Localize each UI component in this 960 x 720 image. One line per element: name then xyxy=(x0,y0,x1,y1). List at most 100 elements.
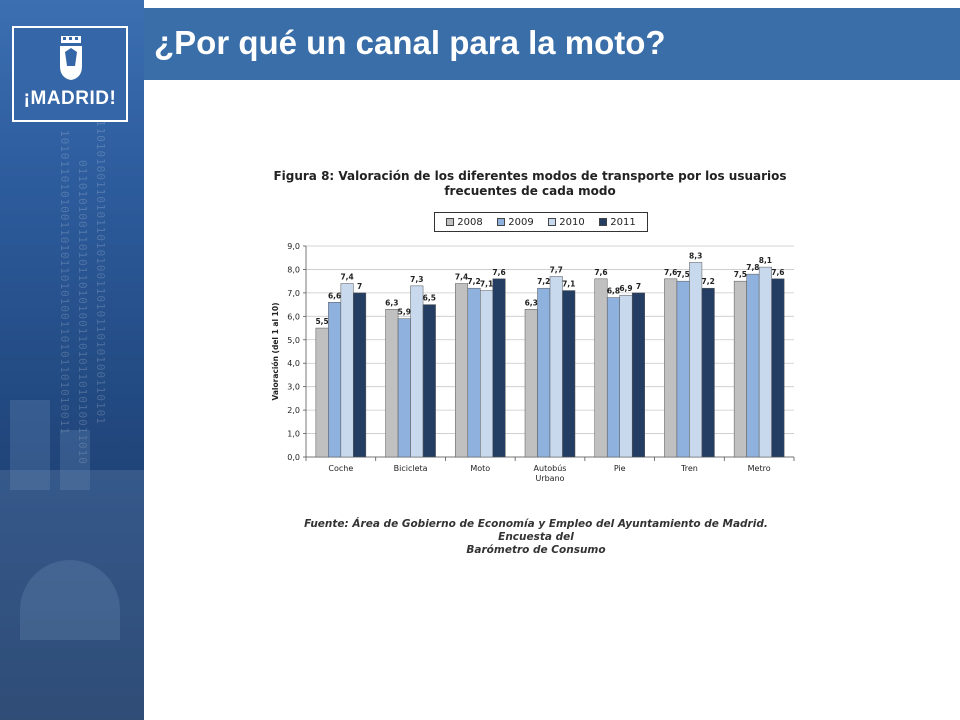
y-tick-label: 1,0 xyxy=(287,430,300,439)
y-tick-label: 3,0 xyxy=(287,383,300,392)
sidebar-decoration: 1010110101001101011010100110101101010011… xyxy=(0,0,144,720)
y-tick-label: 8,0 xyxy=(287,265,300,274)
data-label: 7,4 xyxy=(340,273,353,282)
title-bar: ¿Por qué un canal para la moto? xyxy=(144,8,960,80)
legend-item: 2011 xyxy=(599,216,636,228)
bar-2010 xyxy=(480,290,494,458)
binary-pattern: 0110101001101011010100110101101010011010 xyxy=(76,160,89,465)
y-tick-label: 4,0 xyxy=(287,359,300,368)
data-label: 7,2 xyxy=(537,277,550,286)
binary-pattern: 1010110101001101011010100110101101010011 xyxy=(58,130,71,435)
data-label: 7,2 xyxy=(467,277,480,286)
slide-title: ¿Por qué un canal para la moto? xyxy=(154,24,666,61)
x-tick-label: Autobús xyxy=(534,464,567,473)
data-label: 7,5 xyxy=(734,270,747,279)
legend-label: 2008 xyxy=(457,216,483,228)
bar-2008 xyxy=(664,278,678,458)
bar-2009 xyxy=(397,318,411,458)
logo-text: ¡MADRID! xyxy=(23,88,117,109)
legend-label: 2010 xyxy=(559,216,585,228)
source-line2: Barómetro de Consumo xyxy=(466,544,606,556)
legend-swatch xyxy=(599,218,608,226)
bar-2011 xyxy=(631,292,645,458)
y-tick-label: 5,0 xyxy=(287,336,300,345)
data-label: 8,1 xyxy=(759,256,772,265)
data-label: 7,5 xyxy=(677,270,690,279)
building-silhouette xyxy=(0,470,144,720)
x-tick-label: Bicicleta xyxy=(394,464,428,473)
binary-pattern: 1101010011010110101001101011010100110101 xyxy=(94,120,107,425)
bar-2010 xyxy=(619,294,633,458)
madrid-logo: ¡MADRID! xyxy=(12,26,128,122)
figure-source: Fuente: Área de Gobierno de Economía y E… xyxy=(276,518,796,557)
legend-item: 2008 xyxy=(446,216,483,228)
data-label: 8,3 xyxy=(689,251,702,260)
bar-2008 xyxy=(524,309,538,458)
bar-2011 xyxy=(492,278,506,458)
data-label: 7,3 xyxy=(410,275,423,284)
legend-item: 2010 xyxy=(548,216,585,228)
data-label: 7,7 xyxy=(550,265,563,274)
bar-2011 xyxy=(422,304,436,458)
bar-2008 xyxy=(315,327,329,458)
y-axis-label: Valoración (del 1 al 10) xyxy=(271,302,280,400)
bar-2008 xyxy=(455,283,469,458)
data-label: 7,8 xyxy=(746,263,759,272)
building-arch xyxy=(20,560,120,640)
bar-2010 xyxy=(410,285,424,458)
source-line1: Fuente: Área de Gobierno de Economía y E… xyxy=(304,518,768,543)
bar-2011 xyxy=(353,292,367,458)
data-label: 6,3 xyxy=(525,298,538,307)
bar-2009 xyxy=(467,287,481,458)
data-label: 6,3 xyxy=(385,298,398,307)
bar-2008 xyxy=(733,280,747,458)
bar-2010 xyxy=(340,283,354,458)
data-label: 7,1 xyxy=(480,280,493,289)
x-tick-label: Moto xyxy=(470,464,490,473)
x-tick-label: Urbano xyxy=(535,474,564,483)
x-tick-label: Metro xyxy=(748,464,771,473)
bar-2011 xyxy=(701,287,715,458)
chart-legend: 2008 2009 2010 2011 xyxy=(434,212,648,232)
data-label: 7 xyxy=(357,282,362,291)
x-tick-label: Tren xyxy=(680,464,698,473)
bar-2010 xyxy=(758,266,772,458)
bar-2009 xyxy=(537,287,551,458)
data-label: 7,6 xyxy=(771,268,784,277)
bar-2008 xyxy=(594,278,608,458)
data-label: 6,5 xyxy=(423,294,436,303)
bar-2010 xyxy=(549,276,563,458)
data-label: 7,6 xyxy=(594,268,607,277)
data-label: 7,6 xyxy=(492,268,505,277)
bar-2010 xyxy=(689,262,703,458)
x-tick-label: Coche xyxy=(328,464,353,473)
y-tick-label: 0,0 xyxy=(287,453,300,462)
y-tick-label: 2,0 xyxy=(287,406,300,415)
figure-title-line2: frecuentes de cada modo xyxy=(444,184,616,198)
data-label: 5,9 xyxy=(398,308,411,317)
crest-icon xyxy=(60,36,82,80)
y-tick-label: 6,0 xyxy=(287,312,300,321)
x-tick-label: Pie xyxy=(614,464,626,473)
bar-2011 xyxy=(562,290,576,458)
data-label: 6,8 xyxy=(607,287,620,296)
figure-title: Figura 8: Valoración de los diferentes m… xyxy=(270,169,790,199)
data-label: 7,6 xyxy=(664,268,677,277)
bar-2009 xyxy=(606,297,620,458)
legend-swatch xyxy=(497,218,506,226)
y-tick-label: 9,0 xyxy=(287,242,300,251)
legend-swatch xyxy=(446,218,455,226)
data-label: 7,2 xyxy=(702,277,715,286)
legend-label: 2011 xyxy=(610,216,636,228)
y-tick-label: 7,0 xyxy=(287,289,300,298)
bar-2009 xyxy=(746,273,760,458)
bar-2009 xyxy=(676,280,690,458)
legend-swatch xyxy=(548,218,557,226)
data-label: 6,6 xyxy=(328,291,341,300)
building-tower xyxy=(10,400,50,490)
data-label: 7,1 xyxy=(562,280,575,289)
bar-2009 xyxy=(328,302,342,458)
bar-2008 xyxy=(385,309,399,458)
data-label: 6,9 xyxy=(619,284,632,293)
building-tower xyxy=(60,430,90,490)
